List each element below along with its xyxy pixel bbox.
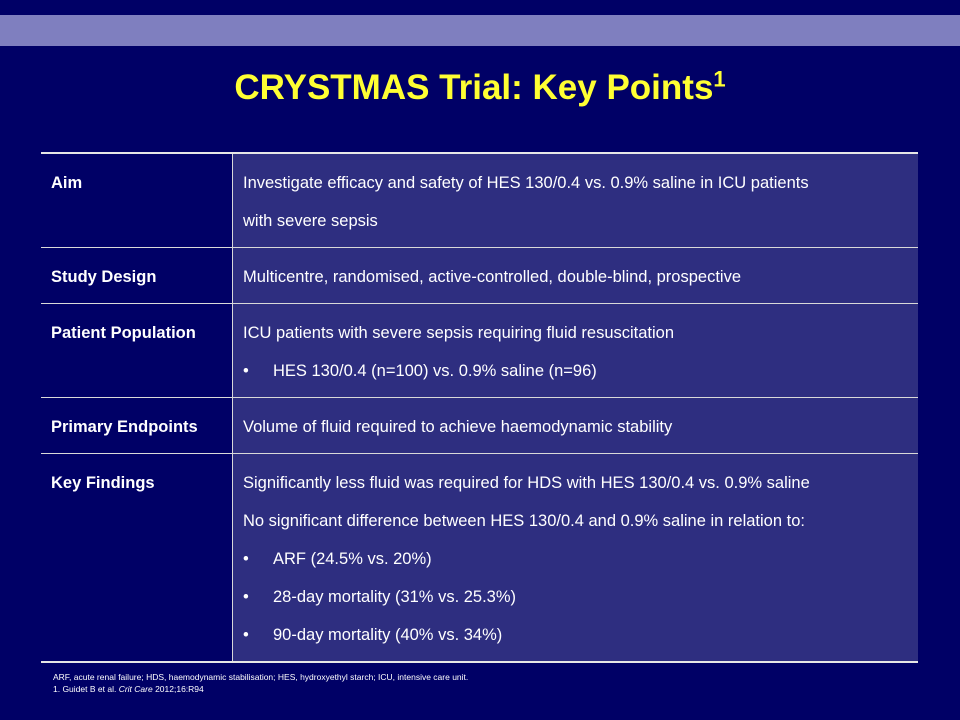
row-content: Investigate efficacy and safety of HES 1… [232, 152, 918, 248]
content-line: No significant difference between HES 13… [243, 512, 805, 530]
bullet-icon: • [243, 550, 249, 568]
content-line: Multicentre, randomised, active-controll… [243, 268, 742, 286]
slide-title-text: CRYSTMAS Trial: Key Points [234, 68, 714, 107]
footnote-reference: 1. Guidet B et al. Crit Care 2012;16:R94 [53, 683, 468, 695]
bullet-item: • ARF (24.5% vs. 20%) [243, 540, 908, 578]
bullet-text: ARF (24.5% vs. 20%) [273, 550, 432, 568]
row-label: Study Design [41, 247, 233, 304]
row-content: Significantly less fluid was required fo… [232, 453, 918, 663]
row-label: Primary Endpoints [41, 397, 233, 454]
content-line: ICU patients with severe sepsis requirin… [243, 324, 675, 342]
bullet-item: • 28-day mortality (31% vs. 25.3%) [243, 578, 908, 616]
bullet-icon: • [243, 626, 249, 644]
bullet-text: 90-day mortality (40% vs. 34%) [273, 626, 503, 644]
row-content: ICU patients with severe sepsis requirin… [232, 303, 918, 398]
table-row: Key Findings Significantly less fluid was… [41, 453, 918, 663]
reference-citation: 2012;16:R94 [152, 684, 204, 694]
table-row: Patient Population ICU patients with seve… [41, 303, 918, 398]
table-row: Primary Endpoints Volume of fluid require… [41, 397, 918, 454]
content-line: Volume of fluid required to achieve haem… [243, 418, 673, 436]
content-line: Investigate efficacy and safety of HES 1… [243, 174, 809, 192]
row-content: Volume of fluid required to achieve haem… [232, 397, 918, 454]
table-row: Study Design Multicentre, randomised, act… [41, 247, 918, 304]
footnote-abbreviations: ARF, acute renal failure; HDS, haemodyna… [53, 672, 469, 682]
slide-title: CRYSTMAS Trial: Key Points1 [0, 66, 960, 110]
header-band [0, 15, 960, 46]
bullet-icon: • [243, 362, 249, 380]
reference-journal: Crit Care [118, 684, 153, 694]
content-line: Significantly less fluid was required fo… [243, 474, 810, 492]
bullet-text: 28-day mortality (31% vs. 25.3%) [273, 588, 517, 606]
reference-authors: 1. Guidet B et al. [53, 684, 119, 694]
row-content: Multicentre, randomised, active-controll… [232, 247, 918, 304]
bullet-item: • 90-day mortality (40% vs. 34%) [243, 616, 908, 654]
footnote: ARF, acute renal failure; HDS, haemodyna… [53, 671, 468, 695]
bullet-text: HES 130/0.4 (n=100) vs. 0.9% saline (n=9… [273, 362, 597, 380]
content-line: with severe sepsis [243, 212, 378, 230]
title-reference-superscript: 1 [713, 66, 726, 92]
row-label: Aim [41, 152, 233, 248]
bullet-icon: • [243, 588, 249, 606]
table-row: Aim Investigate efficacy and safety of HE… [41, 152, 918, 248]
row-label: Patient Population [41, 303, 233, 398]
bullet-item: • HES 130/0.4 (n=100) vs. 0.9% saline (n=… [243, 352, 908, 390]
row-label: Key Findings [41, 453, 233, 663]
key-points-table: Aim Investigate efficacy and safety of HE… [41, 152, 918, 663]
